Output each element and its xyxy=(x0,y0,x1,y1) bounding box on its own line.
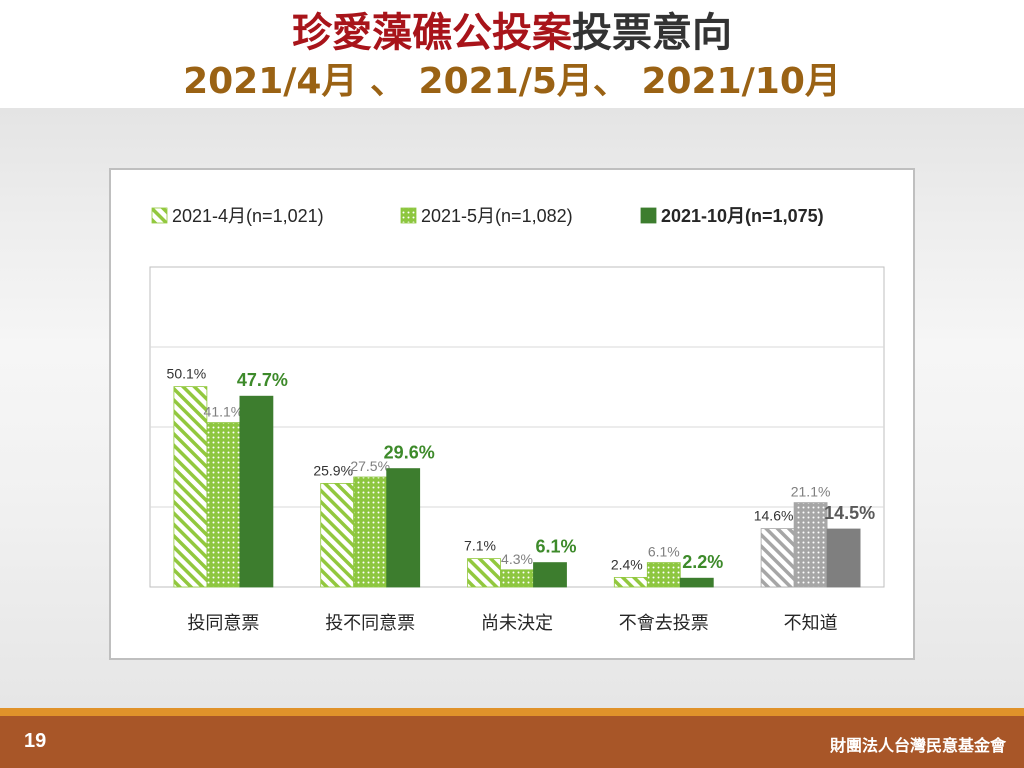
page-title: 珍愛藻礁公投案投票意向 xyxy=(0,8,1024,58)
title-area: 珍愛藻礁公投案投票意向 2021/4月 、 2021/5月、 2021/10月 xyxy=(0,0,1024,108)
data-label: 21.1% xyxy=(791,484,831,500)
footer-bar: 19 財團法人台灣民意基金會 xyxy=(0,716,1024,768)
legend-swatch xyxy=(151,207,168,224)
category-label: 尚未決定 xyxy=(481,613,553,634)
category-label: 不會去投票 xyxy=(619,613,709,634)
bar xyxy=(320,482,355,588)
bar xyxy=(826,528,861,588)
bar xyxy=(353,476,388,588)
data-label: 25.9% xyxy=(313,462,353,478)
category-label: 投同意票 xyxy=(187,613,259,634)
bar xyxy=(467,558,501,588)
data-label: 29.6% xyxy=(384,443,435,463)
bar xyxy=(646,562,681,588)
bar xyxy=(500,569,534,588)
bar xyxy=(793,502,828,588)
legend-label: 2021-4月(n=1,021) xyxy=(172,206,324,226)
bar xyxy=(533,562,567,588)
data-label: 6.1% xyxy=(648,544,680,560)
bar xyxy=(206,422,241,588)
footer-accent-line xyxy=(0,708,1024,716)
data-label: 2.2% xyxy=(682,552,723,572)
bar xyxy=(173,386,208,588)
plot-area: 50.1% 41.1% 47.7% 投同意票 25.9%27.5%29.6% 投不同意票 7… xyxy=(149,266,885,634)
bar xyxy=(386,468,421,588)
title-rest: 投票意向 xyxy=(572,10,732,56)
data-label: 41.1% xyxy=(204,404,244,420)
data-label: 14.6% xyxy=(754,508,794,524)
data-label: 47.7% xyxy=(237,370,288,390)
data-label: 7.1% xyxy=(464,538,496,554)
data-label: 2.4% xyxy=(611,556,643,572)
title-highlight: 珍愛藻礁公投案 xyxy=(292,10,572,56)
bar xyxy=(679,577,714,588)
data-label: 4.3% xyxy=(501,551,533,567)
bar xyxy=(239,395,274,588)
legend-label: 2021-10月(n=1,075) xyxy=(661,206,824,226)
chart-legend: 2021-4月(n=1,021) 2021-5月(n=1,082) 2021-10月… xyxy=(151,206,824,226)
page-number: 19 xyxy=(24,730,47,752)
category-label: 不知道 xyxy=(784,613,838,634)
data-label: 27.5% xyxy=(350,458,390,474)
page-subtitle: 2021/4月 、 2021/5月、 2021/10月 xyxy=(183,61,841,102)
data-label: 6.1% xyxy=(535,537,576,557)
organization-name: 財團法人台灣民意基金會 xyxy=(829,736,1006,755)
legend-swatch xyxy=(400,207,417,224)
legend-swatch xyxy=(640,207,657,224)
category-label: 投不同意票 xyxy=(325,613,415,634)
data-label: 50.1% xyxy=(167,366,207,382)
bar xyxy=(613,576,648,588)
bar xyxy=(760,528,795,588)
bar-chart: 2021-4月(n=1,021) 2021-5月(n=1,082) 2021-10月… xyxy=(149,206,885,634)
data-label: 14.5% xyxy=(824,503,875,523)
legend-label: 2021-5月(n=1,082) xyxy=(421,206,573,226)
chart-frame: 2021-4月(n=1,021) 2021-5月(n=1,082) 2021-10月… xyxy=(109,168,915,660)
